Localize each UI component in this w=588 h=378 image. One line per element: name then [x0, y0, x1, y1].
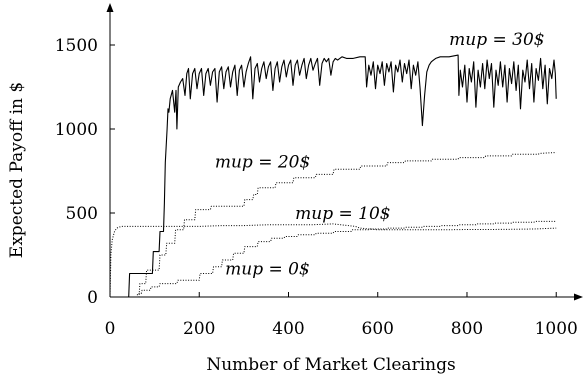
x-axis-label: Number of Market Clearings: [206, 355, 455, 375]
y-tick-label: 1000: [55, 120, 98, 140]
x-tick-label: 400: [272, 319, 304, 339]
series-label-3: mup = 0$: [225, 259, 310, 279]
y-axis-label: Expected Payoff in $: [7, 82, 27, 258]
series-layer: [109, 54, 557, 298]
series-line-3: [110, 220, 557, 298]
y-axis-arrow: [106, 3, 114, 12]
y-tick-label: 0: [87, 288, 98, 308]
axes: 0 200 400 600 800 1000 0 500 1000 1500: [55, 3, 583, 339]
x-tick-label: 800: [451, 319, 483, 339]
series-label-2: mup = 10$: [295, 204, 390, 224]
y-tick-label: 1500: [55, 36, 98, 56]
y-tick-label: 500: [66, 204, 98, 224]
series-label-0: mup = 30$: [449, 30, 544, 50]
x-tick-label: 0: [105, 319, 116, 339]
x-tick-label: 600: [362, 319, 394, 339]
x-tick-label: 200: [183, 319, 215, 339]
x-tick-label: 1000: [535, 319, 578, 339]
series-line-2: [109, 223, 557, 298]
series-label-1: mup = 20$: [215, 153, 310, 173]
x-axis-arrow: [574, 293, 583, 301]
series-line-0: [110, 54, 557, 298]
series-line-1: [110, 152, 557, 298]
labels-layer: mup = 30$ mup = 20$ mup = 10$ mup = 0$: [215, 30, 545, 279]
